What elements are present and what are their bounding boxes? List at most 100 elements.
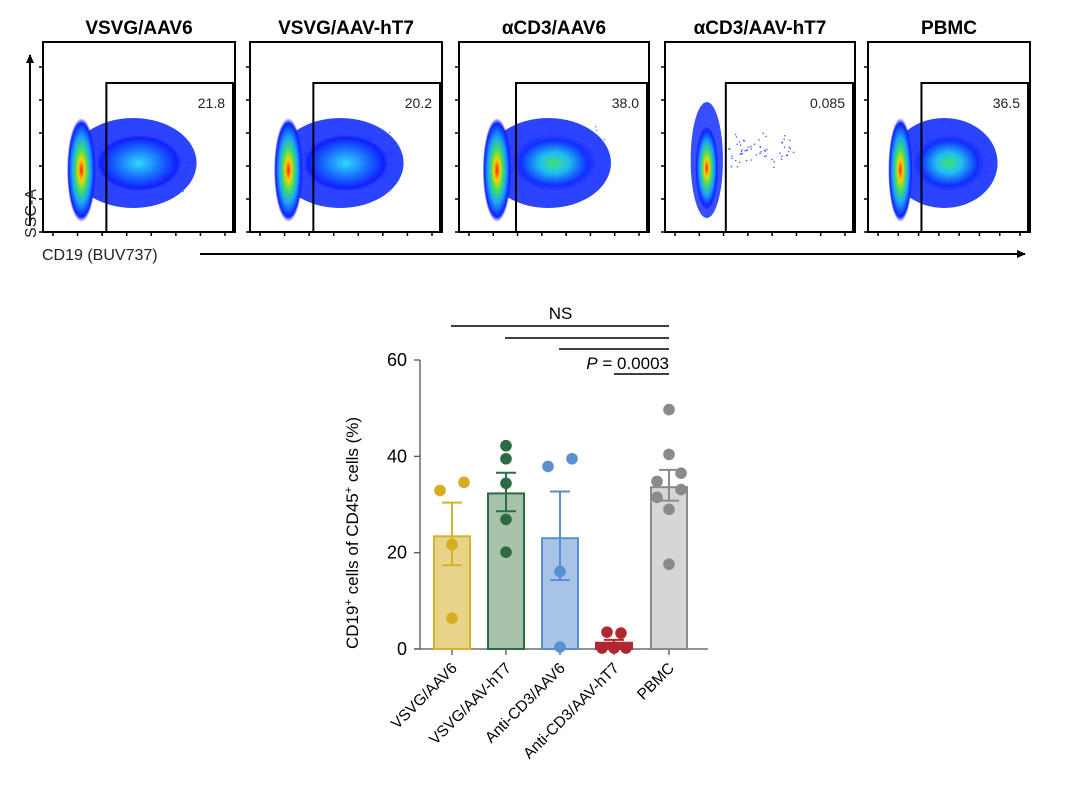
- density-plot: [482, 118, 611, 222]
- data-point: [554, 565, 566, 578]
- density-region: [512, 135, 596, 191]
- flow-panel-title: PBMC: [921, 18, 977, 39]
- data-point: [651, 475, 663, 488]
- event-dot: [734, 133, 737, 136]
- density-region: [303, 135, 389, 191]
- data-point: [500, 477, 512, 490]
- event-dot: [784, 134, 786, 137]
- data-point: [596, 642, 608, 654]
- gate-percentage: 21.8: [198, 95, 225, 111]
- event-dot: [739, 153, 741, 155]
- event-dot: [182, 190, 185, 193]
- flow-panel: αCD3/AAV6 38.0: [455, 18, 650, 236]
- data-point: [663, 403, 675, 416]
- bar-chart: NS P = 0.0003 CD19+ cells of CD45+ cells…: [343, 304, 708, 762]
- cd19-gate[interactable]: [105, 82, 234, 233]
- event-dot: [730, 165, 733, 168]
- density-plot: [690, 102, 795, 218]
- axis-ticks: [39, 66, 226, 236]
- y-tick-label: 20: [387, 543, 407, 563]
- gate-percentage: 20.2: [405, 95, 432, 111]
- data-point: [566, 452, 578, 465]
- event-dot: [750, 159, 753, 161]
- data-point: [663, 503, 675, 516]
- flow-x-axis-label: CD19 (BUV737): [42, 247, 158, 264]
- category-label: Anti-CD3/AAV-hT7: [520, 660, 623, 763]
- density-peak: [67, 118, 96, 222]
- data-point: [500, 439, 512, 452]
- data-point: [651, 491, 663, 504]
- flow-panel-title: VSVG/AAV-hT7: [278, 18, 414, 39]
- event-dot: [731, 157, 733, 160]
- event-dot: [746, 149, 748, 151]
- data-point: [500, 513, 512, 526]
- ns-label: NS: [549, 304, 573, 323]
- event-dot: [773, 160, 776, 163]
- event-dot: [759, 145, 761, 148]
- event-dot: [753, 143, 756, 146]
- event-dot: [789, 147, 792, 150]
- event-dot: [783, 138, 785, 141]
- event-dot: [735, 136, 738, 138]
- data-point: [663, 448, 675, 461]
- event-dot: [738, 161, 741, 163]
- axis-ticks: [661, 66, 846, 236]
- cd19-gate[interactable]: [724, 82, 854, 233]
- flow-panel-title: αCD3/AAV-hT7: [694, 18, 827, 39]
- data-point: [542, 460, 554, 473]
- event-dot: [742, 139, 745, 142]
- y-tick-label: 60: [387, 350, 407, 370]
- ylabel-part: cells (%): [343, 417, 362, 487]
- data-point: [608, 642, 620, 654]
- event-dot: [750, 148, 752, 150]
- event-dot: [780, 158, 783, 161]
- flow-y-axis: SSC-A: [23, 54, 40, 238]
- event-dot: [789, 139, 791, 142]
- gate-percentage: 38.0: [612, 95, 639, 111]
- flow-y-axis-label: SSC-A: [23, 189, 40, 238]
- cd19-gate[interactable]: [920, 82, 1030, 233]
- y-tick-label: 40: [387, 446, 407, 466]
- flow-panel: VSVG/AAV6 21.8: [39, 18, 236, 236]
- data-point: [434, 484, 446, 497]
- event-dot: [763, 149, 766, 152]
- data-point: [446, 612, 458, 624]
- axis-ticks: [455, 66, 640, 236]
- event-dot: [736, 165, 739, 168]
- density-peak: [482, 118, 512, 222]
- category-labels: VSVG/AAV6VSVG/AAV-hT7Anti-CD3/AAV6Anti-C…: [388, 660, 678, 763]
- flow-panel-title: VSVG/AAV6: [85, 18, 192, 39]
- ylabel-sup: +: [343, 599, 355, 605]
- cd19-gate[interactable]: [515, 82, 648, 233]
- event-dot: [759, 152, 761, 155]
- event-dot: [389, 131, 391, 134]
- data-point: [500, 452, 512, 465]
- event-dot: [788, 146, 791, 148]
- event-dot: [738, 141, 741, 143]
- ylabel-part: CD19: [343, 606, 362, 649]
- event-dot: [763, 155, 766, 158]
- event-dot: [772, 166, 775, 169]
- event-dot: [779, 152, 781, 155]
- data-point: [554, 641, 566, 653]
- cd19-gate[interactable]: [312, 82, 441, 233]
- flow-panel: PBMC 36.5: [864, 18, 1031, 236]
- data-point: [446, 538, 458, 551]
- p-value-label: P = 0.0003: [586, 354, 669, 373]
- density-peak: [888, 118, 913, 222]
- data-point: [500, 546, 512, 558]
- event-dot: [750, 145, 752, 148]
- ylabel-sup: +: [343, 487, 355, 493]
- data-point: [601, 626, 613, 638]
- event-dot: [764, 150, 767, 152]
- data-points: [434, 403, 687, 654]
- event-dot: [785, 154, 788, 157]
- event-dot: [736, 143, 738, 146]
- ylabel-part: cells of CD45: [343, 493, 362, 599]
- flow-x-axis: CD19 (BUV737): [42, 247, 1026, 264]
- category-label: PBMC: [634, 660, 678, 704]
- data-point: [620, 642, 632, 654]
- error-bar: [659, 468, 679, 502]
- error-bar: [550, 490, 570, 582]
